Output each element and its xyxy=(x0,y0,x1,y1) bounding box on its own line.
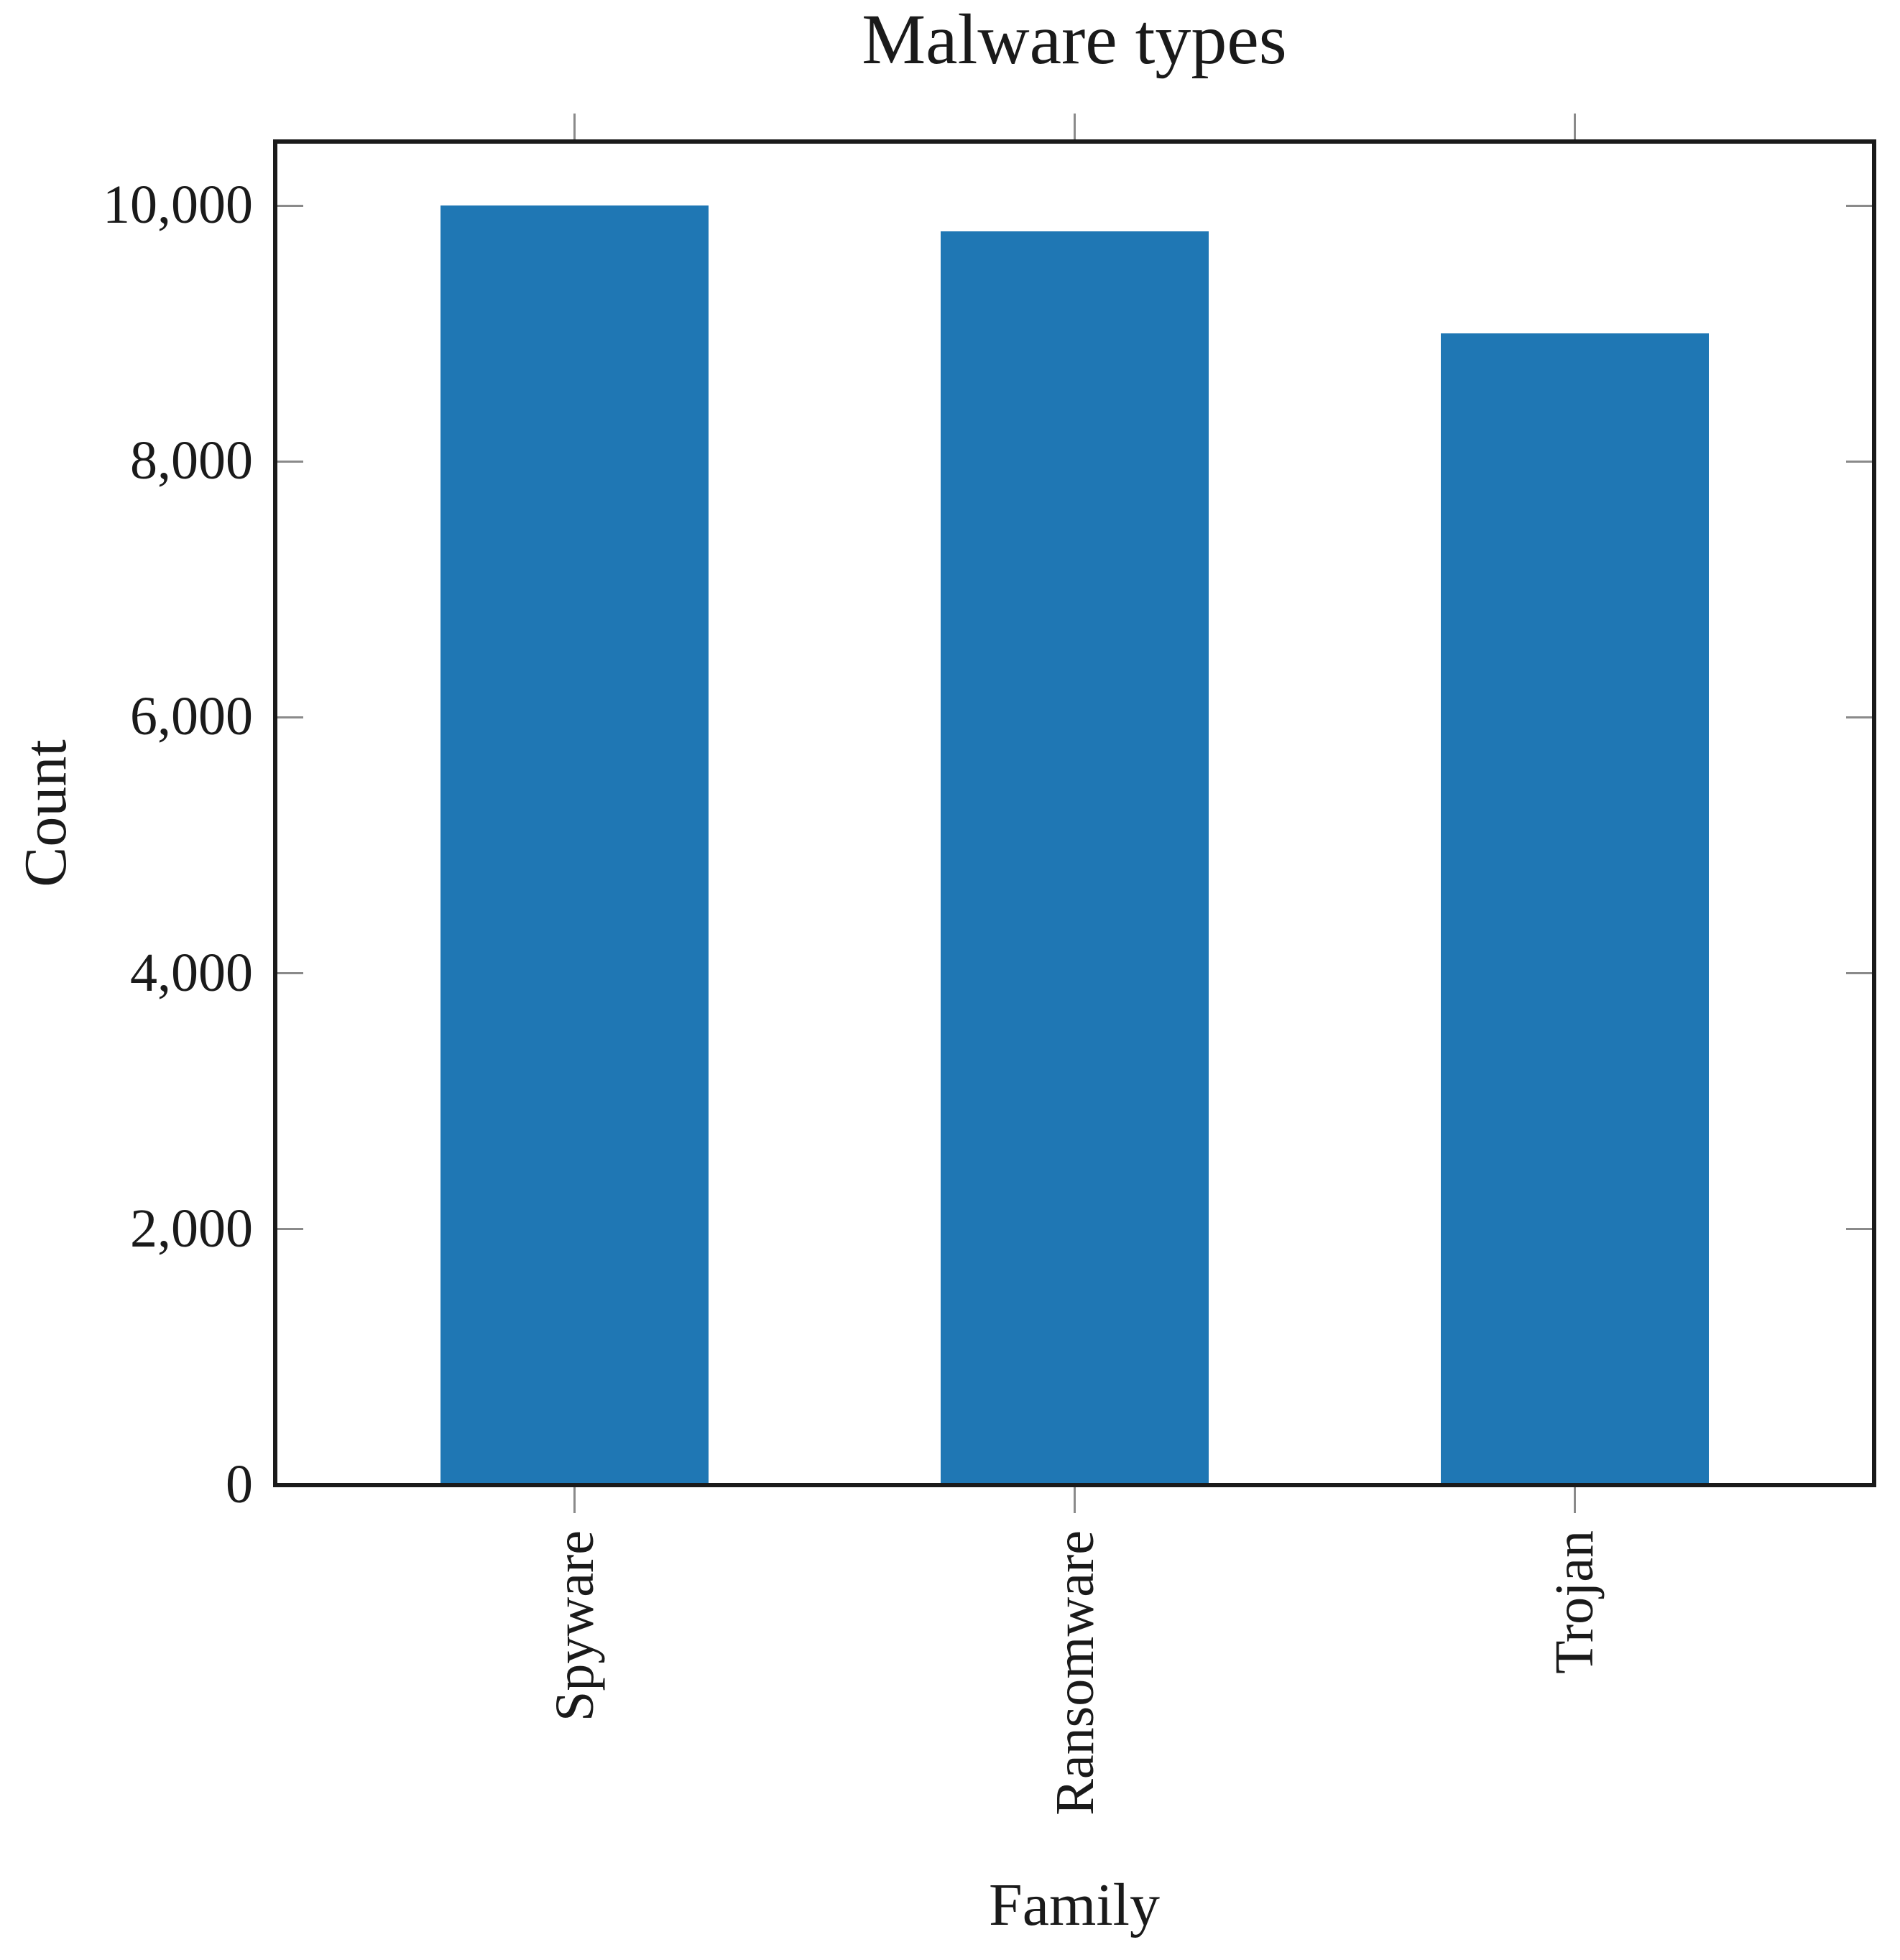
x-tick-mark-bottom xyxy=(573,1487,576,1513)
chart-title: Malware types xyxy=(862,0,1287,79)
y-tick-mark-left xyxy=(277,716,303,718)
y-tick-mark-right xyxy=(1846,204,1872,207)
y-tick-mark-left xyxy=(277,1228,303,1231)
y-tick-label: 2,000 xyxy=(130,1198,253,1259)
y-tick-mark-left xyxy=(277,204,303,207)
y-tick-label: 8,000 xyxy=(130,430,253,491)
y-tick-mark-left xyxy=(277,460,303,463)
y-tick-label: 0 xyxy=(226,1454,253,1515)
x-tick-mark-top xyxy=(1074,114,1076,139)
plot-area xyxy=(273,139,1876,1487)
y-tick-mark-right xyxy=(1846,1228,1872,1231)
y-axis-title: Count xyxy=(12,739,79,887)
bar xyxy=(941,231,1209,1483)
y-tick-mark-right xyxy=(1846,460,1872,463)
category-label: Ransomware xyxy=(1044,1530,1105,1816)
x-tick-mark-top xyxy=(573,114,576,139)
x-tick-mark-bottom xyxy=(1074,1487,1076,1513)
bar xyxy=(1440,333,1709,1483)
y-tick-label: 6,000 xyxy=(130,686,253,747)
x-axis-title: Family xyxy=(988,1872,1161,1938)
x-tick-mark-bottom xyxy=(1573,1487,1576,1513)
y-tick-label: 10,000 xyxy=(103,175,253,236)
y-tick-mark-right xyxy=(1846,716,1872,718)
bar xyxy=(441,205,709,1483)
x-tick-mark-top xyxy=(1573,114,1576,139)
y-tick-mark-right xyxy=(1846,972,1872,975)
y-tick-label: 4,000 xyxy=(130,942,253,1003)
y-tick-mark-left xyxy=(277,972,303,975)
category-label: Spyware xyxy=(544,1530,605,1721)
category-label: Trojan xyxy=(1544,1530,1605,1674)
